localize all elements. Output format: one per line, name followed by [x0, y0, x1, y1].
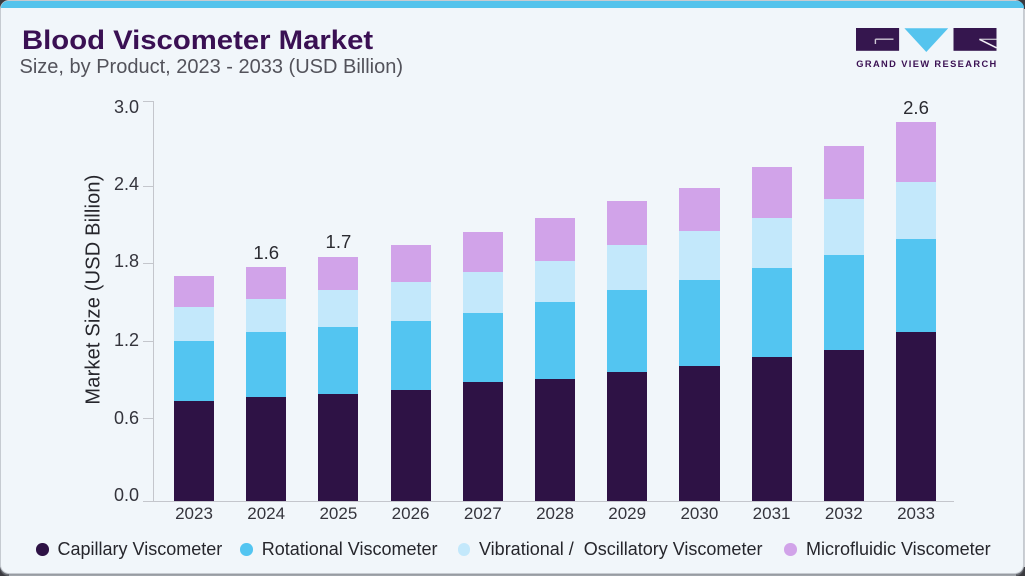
svg-text:GRAND VIEW RESEARCH: GRAND VIEW RESEARCH [856, 59, 996, 68]
